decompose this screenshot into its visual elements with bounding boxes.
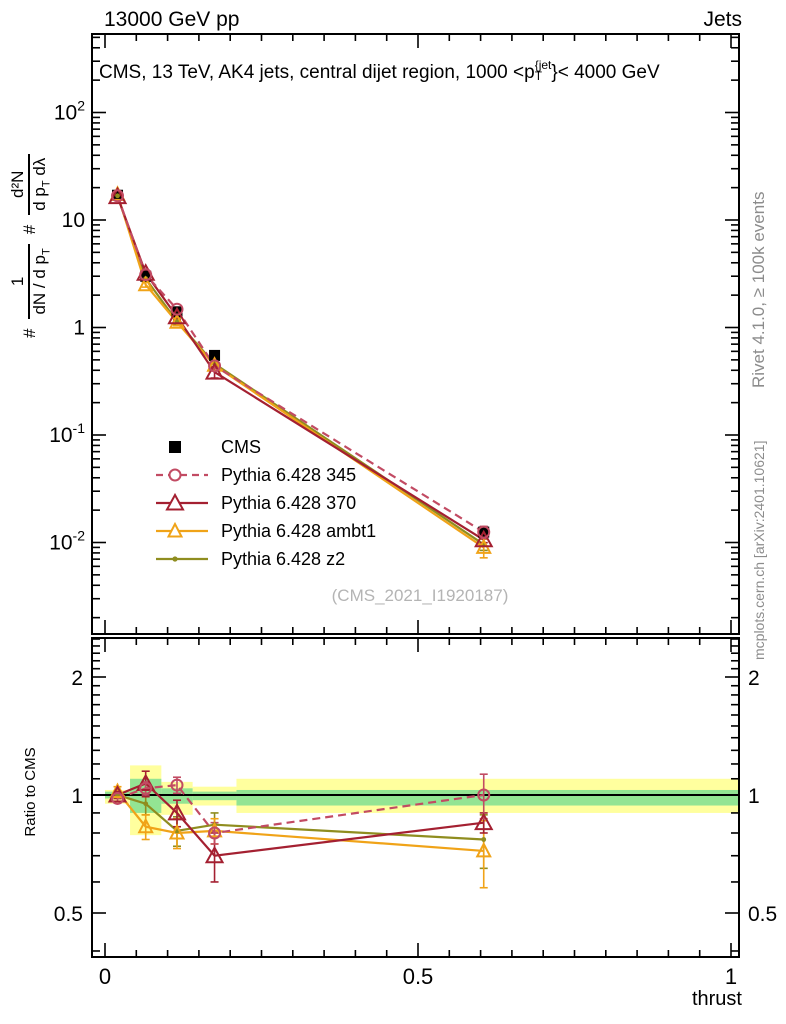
legend: CMS Pythia 6.428 345 Pythia 6.428 370 Py… [153, 433, 376, 573]
main-y-axis-label: # 1 dN / d pT # d²N d pT dλ [8, 33, 52, 338]
ylabel-fraction-1: 1 dN / d pT [8, 244, 52, 319]
legend-label: Pythia 6.428 370 [221, 492, 357, 513]
legend-entry-pythia-ambt1: Pythia 6.428 ambt1 [153, 517, 376, 545]
pythia-ambt1-marker-icon [156, 521, 208, 538]
svg-text:1: 1 [71, 785, 83, 808]
svg-text:10-2: 10-2 [49, 528, 85, 555]
pythia-345-marker-icon [156, 468, 208, 482]
svg-text:1: 1 [748, 785, 760, 808]
mcplots-arxiv-note: mcplots.cern.ch [arXiv:2401.10621] [751, 440, 767, 660]
ylabel-fraction-2: d²N d pT dλ [8, 153, 52, 215]
legend-entry-pythia-345: Pythia 6.428 345 [153, 461, 376, 489]
svg-text:2: 2 [748, 667, 760, 690]
legend-label: CMS [221, 436, 261, 457]
cms-marker-icon [169, 441, 181, 453]
analysis-group-label: Jets [703, 8, 742, 31]
ratio-y-axis-label: Ratio to CMS [22, 747, 39, 837]
svg-text:102: 102 [54, 98, 85, 125]
legend-label: Pythia 6.428 z2 [221, 548, 346, 569]
pythia-370-marker-icon [156, 492, 208, 511]
beam-energy-label: 13000 GeV pp [104, 8, 240, 31]
svg-text:0.5: 0.5 [403, 964, 434, 989]
legend-entry-pythia-370: Pythia 6.428 370 [153, 489, 376, 517]
pythia-z2-marker-icon [156, 556, 208, 562]
svg-text:1: 1 [725, 964, 737, 989]
svg-text:2: 2 [71, 667, 83, 690]
plot-title: CMS, 13 TeV, AK4 jets, central dijet reg… [99, 58, 660, 84]
svg-text:1: 1 [73, 317, 85, 340]
x-axis-label: thrust [691, 988, 742, 1010]
svg-text:10: 10 [62, 209, 85, 232]
svg-text:0: 0 [99, 964, 111, 989]
svg-text:0.5: 0.5 [748, 903, 777, 926]
rivet-version-note: Rivet 4.1.0, ≥ 100k events [749, 191, 768, 388]
legend-label: Pythia 6.428 ambt1 [221, 520, 377, 541]
legend-entry-pythia-z2: Pythia 6.428 z2 [153, 545, 376, 573]
plot-title-supsub: {jet T [534, 58, 552, 83]
legend-label: Pythia 6.428 345 [221, 464, 357, 485]
plot-title-pre: CMS, 13 TeV, AK4 jets, central dijet reg… [99, 62, 535, 83]
analysis-id-watermark: (CMS_2021_I1920187) [331, 586, 509, 605]
plot-title-post: }< 4000 GeV [551, 62, 660, 83]
svg-text:0.5: 0.5 [54, 903, 83, 926]
svg-text:10-1: 10-1 [49, 420, 85, 447]
ylabel-hash-2: # [20, 224, 40, 235]
legend-entry-cms: CMS [153, 433, 376, 461]
ylabel-hash-1: # [20, 328, 40, 338]
